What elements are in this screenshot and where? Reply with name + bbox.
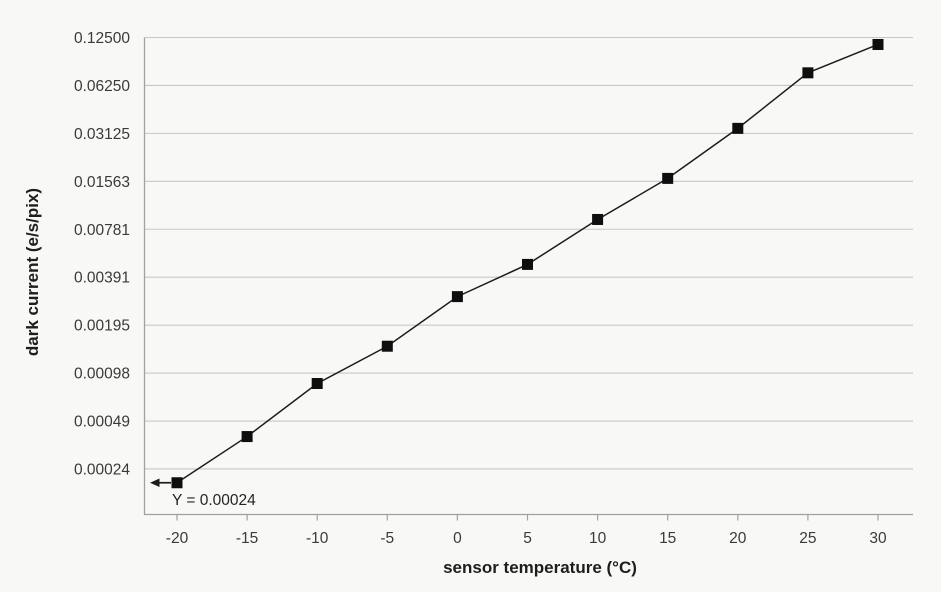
x-axis-title: sensor temperature (°C) [443, 558, 637, 577]
x-tick-label: -5 [380, 530, 394, 547]
y-tick-label: 0.00391 [74, 270, 130, 287]
x-tick-label: 30 [869, 530, 887, 547]
data-point-marker [241, 431, 253, 443]
y-axis-title: dark current (e/s/pix) [23, 187, 42, 357]
axes [143, 37, 913, 516]
y-tick-label: 0.00024 [74, 461, 130, 478]
x-tick-label: 15 [659, 530, 676, 547]
y-tick-label: 0.12500 [74, 30, 130, 47]
data-point-marker [311, 377, 323, 389]
data-point-marker [662, 172, 674, 184]
y-tick-label: 0.00195 [74, 318, 130, 335]
x-tick-label: -10 [306, 530, 329, 547]
x-axis-ticks: -20 -15 -10 -5 0 5 10 15 20 25 30 [166, 514, 887, 547]
data-point-marker [451, 291, 463, 303]
x-tick-label: -15 [236, 530, 258, 547]
x-tick-label: 5 [523, 530, 532, 547]
annotation-text: Y = 0.00024 [172, 492, 256, 509]
data-point-marker [381, 340, 393, 352]
y-tick-label: 0.00098 [74, 366, 130, 383]
x-tick-label: 10 [589, 530, 607, 547]
data-point-marker [171, 477, 183, 489]
data-point-marker [522, 258, 533, 270]
y-tick-label: 0.00049 [74, 414, 130, 431]
y-axis-tick-labels: 0.12500 0.06250 0.03125 0.01563 0.00781 0.003… [74, 30, 130, 478]
data-markers [171, 38, 884, 489]
gridlines [144, 36, 913, 470]
data-point-marker [872, 38, 884, 50]
y-tick-label: 0.06250 [74, 78, 130, 95]
data-point-marker [592, 213, 604, 225]
annotation-arrow [150, 478, 171, 488]
x-tick-label: 0 [453, 530, 462, 547]
x-tick-label: -20 [166, 530, 189, 547]
x-tick-label: 20 [729, 530, 747, 547]
x-tick-label: 25 [799, 530, 816, 547]
annotation-arrow-head [150, 478, 160, 488]
data-point-marker [732, 122, 744, 134]
y-tick-label: 0.00781 [74, 222, 130, 239]
y-tick-label: 0.01563 [74, 174, 130, 191]
y-tick-label: 0.03125 [74, 126, 130, 143]
data-point-marker [802, 67, 814, 79]
